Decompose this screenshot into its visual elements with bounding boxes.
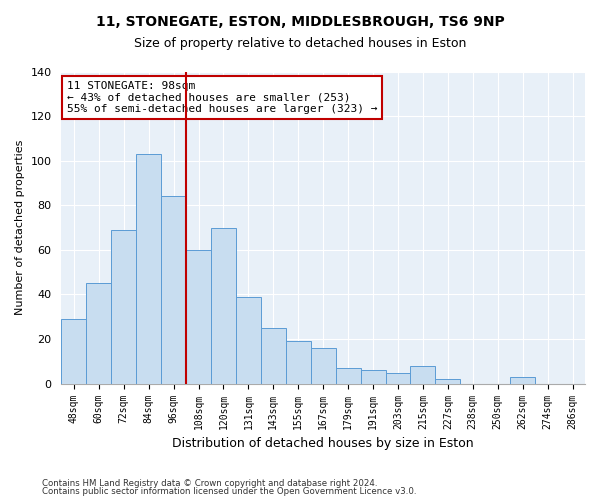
Bar — [236, 296, 261, 384]
Bar — [86, 284, 111, 384]
Bar — [436, 379, 460, 384]
Text: 11, STONEGATE, ESTON, MIDDLESBROUGH, TS6 9NP: 11, STONEGATE, ESTON, MIDDLESBROUGH, TS6… — [95, 15, 505, 29]
Bar — [335, 368, 361, 384]
Text: Size of property relative to detached houses in Eston: Size of property relative to detached ho… — [134, 38, 466, 51]
Text: Contains public sector information licensed under the Open Government Licence v3: Contains public sector information licen… — [42, 487, 416, 496]
Bar — [361, 370, 386, 384]
Bar — [111, 230, 136, 384]
Text: Contains HM Land Registry data © Crown copyright and database right 2024.: Contains HM Land Registry data © Crown c… — [42, 478, 377, 488]
Bar — [161, 196, 186, 384]
Y-axis label: Number of detached properties: Number of detached properties — [15, 140, 25, 316]
Bar — [410, 366, 436, 384]
Bar — [136, 154, 161, 384]
Bar — [261, 328, 286, 384]
Bar — [61, 319, 86, 384]
Bar — [386, 372, 410, 384]
Bar — [186, 250, 211, 384]
Bar — [211, 228, 236, 384]
Bar — [510, 377, 535, 384]
Bar — [286, 342, 311, 384]
X-axis label: Distribution of detached houses by size in Eston: Distribution of detached houses by size … — [172, 437, 474, 450]
Text: 11 STONEGATE: 98sqm
← 43% of detached houses are smaller (253)
55% of semi-detac: 11 STONEGATE: 98sqm ← 43% of detached ho… — [67, 81, 377, 114]
Bar — [311, 348, 335, 384]
